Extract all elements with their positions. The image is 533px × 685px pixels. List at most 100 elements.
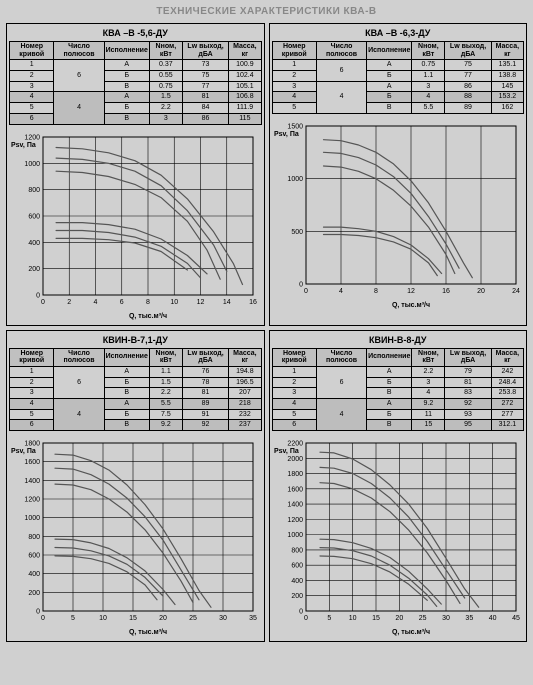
cell-m: 196.5 — [229, 377, 261, 388]
svg-text:20: 20 — [477, 288, 485, 295]
svg-text:12: 12 — [197, 299, 205, 306]
col-header: Nном, кВт — [412, 348, 445, 366]
cell-curve-num: 2 — [10, 71, 54, 82]
svg-text:24: 24 — [512, 288, 520, 295]
cell-isp: В — [104, 113, 149, 124]
cell-kw: 9.2 — [412, 398, 445, 409]
panel-title: КВА –В -5,6-ДУ — [9, 28, 262, 38]
cell-db: 95 — [445, 420, 491, 431]
cell-db: 81 — [182, 92, 228, 103]
chart-wrap: 0510152025303540450200400600800100012001… — [272, 437, 525, 637]
cell-kw: 7.5 — [149, 409, 182, 420]
cell-kw: 3 — [412, 377, 445, 388]
col-header: Число полюсов — [54, 42, 104, 60]
cell-kw: 9.2 — [149, 420, 182, 431]
chart: 0510152025303502004006008001000120014001… — [9, 437, 259, 637]
svg-text:30: 30 — [219, 615, 227, 622]
cell-isp: А — [104, 92, 149, 103]
cell-curve-num: 6 — [272, 420, 316, 431]
svg-text:35: 35 — [465, 615, 473, 622]
cell-db: 81 — [445, 377, 491, 388]
cell-m: 135.1 — [491, 60, 523, 71]
cell-m: 232 — [229, 409, 261, 420]
cell-m: 115 — [229, 113, 261, 124]
svg-text:14: 14 — [223, 299, 231, 306]
spec-table: Номер кривойЧисло полюсовИсполнениеNном,… — [272, 41, 525, 114]
cell-poles: 4 — [54, 92, 104, 124]
svg-text:Q, тыс.м³/ч: Q, тыс.м³/ч — [129, 629, 167, 636]
col-header: Исполнение — [104, 42, 149, 60]
col-header: Nном, кВт — [412, 42, 445, 60]
svg-text:30: 30 — [442, 615, 450, 622]
cell-kw: 0.75 — [149, 81, 182, 92]
cell-isp: А — [367, 60, 412, 71]
main-title: ТЕХНИЧЕСКИЕ ХАРАКТЕРИСТИКИ КВА-В — [6, 6, 527, 17]
svg-text:15: 15 — [129, 615, 137, 622]
svg-text:45: 45 — [512, 615, 520, 622]
col-header: Номер кривой — [272, 348, 316, 366]
svg-text:Q, тыс.м³/ч: Q, тыс.м³/ч — [129, 313, 167, 320]
cell-kw: 5.5 — [412, 103, 445, 114]
col-header: Nном, кВт — [149, 42, 182, 60]
svg-text:1800: 1800 — [287, 471, 303, 478]
cell-kw: 4 — [412, 388, 445, 399]
cell-curve-num: 5 — [272, 103, 316, 114]
cell-isp: В — [104, 388, 149, 399]
cell-kw: 11 — [412, 409, 445, 420]
cell-isp: Б — [367, 409, 412, 420]
cell-m: 248.4 — [491, 377, 523, 388]
cell-isp: Б — [104, 377, 149, 388]
cell-curve-num: 3 — [272, 81, 316, 92]
svg-text:200: 200 — [28, 590, 40, 597]
cell-db: 76 — [182, 366, 228, 377]
svg-text:10: 10 — [348, 615, 356, 622]
cell-curve-num: 2 — [10, 377, 54, 388]
cell-isp: Б — [104, 409, 149, 420]
col-header: Номер кривой — [10, 348, 54, 366]
spec-table: Номер кривойЧисло полюсовИсполнениеNном,… — [9, 348, 262, 432]
chart: 0246810121416020040060080010001200Psv, П… — [9, 131, 259, 321]
cell-db: 88 — [445, 92, 491, 103]
svg-text:2: 2 — [67, 299, 71, 306]
svg-text:1200: 1200 — [24, 497, 40, 504]
cell-db: 75 — [182, 71, 228, 82]
cell-db: 77 — [445, 71, 491, 82]
cell-db: 89 — [182, 398, 228, 409]
cell-kw: 0.75 — [412, 60, 445, 71]
cell-kw: 5.5 — [149, 398, 182, 409]
svg-text:2200: 2200 — [287, 441, 303, 448]
svg-text:0: 0 — [41, 615, 45, 622]
cell-isp: А — [367, 366, 412, 377]
col-header: Lw выход, дБА — [182, 42, 228, 60]
cell-m: 207 — [229, 388, 261, 399]
cell-kw: 4 — [412, 92, 445, 103]
cell-db: 89 — [445, 103, 491, 114]
col-header: Масса, кг — [491, 348, 523, 366]
svg-text:Psv, Па: Psv, Па — [274, 448, 299, 455]
cell-isp: В — [367, 388, 412, 399]
svg-text:20: 20 — [159, 615, 167, 622]
svg-text:Q, тыс.м³/ч: Q, тыс.м³/ч — [391, 302, 429, 309]
cell-db: 79 — [445, 366, 491, 377]
cell-curve-num: 1 — [10, 366, 54, 377]
svg-text:1400: 1400 — [287, 502, 303, 509]
cell-m: 100.9 — [229, 60, 261, 71]
cell-poles: 4 — [54, 398, 104, 430]
cell-kw: 1.1 — [412, 71, 445, 82]
svg-text:Psv, Па: Psv, Па — [274, 131, 299, 138]
svg-text:1800: 1800 — [24, 441, 40, 448]
cell-m: 194.8 — [229, 366, 261, 377]
cell-m: 218 — [229, 398, 261, 409]
cell-isp: А — [367, 81, 412, 92]
svg-text:600: 600 — [291, 563, 303, 570]
cell-kw: 1.5 — [149, 92, 182, 103]
svg-text:0: 0 — [41, 299, 45, 306]
svg-text:Psv, Па: Psv, Па — [11, 448, 36, 455]
chart-wrap: 04812162024050010001500Psv, ПаQ, тыс.м³/… — [272, 120, 525, 310]
svg-text:600: 600 — [28, 213, 40, 220]
col-header: Число полюсов — [54, 348, 104, 366]
svg-text:Q, тыс.м³/ч: Q, тыс.м³/ч — [391, 629, 429, 636]
spec-table: Номер кривойЧисло полюсовИсполнениеNном,… — [9, 41, 262, 125]
cell-db: 84 — [182, 103, 228, 114]
svg-text:500: 500 — [291, 229, 303, 236]
